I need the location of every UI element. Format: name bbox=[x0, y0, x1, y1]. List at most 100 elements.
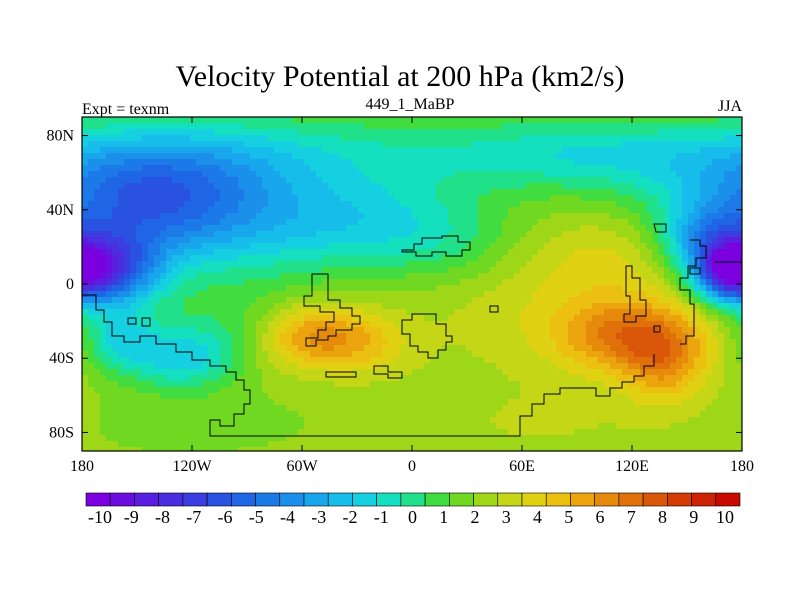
field-cell bbox=[196, 327, 203, 334]
field-cell bbox=[256, 339, 263, 346]
field-cell bbox=[736, 261, 742, 268]
field-cell bbox=[118, 201, 125, 208]
field-cell bbox=[598, 303, 605, 310]
field-cell bbox=[316, 279, 323, 286]
field-cell bbox=[568, 165, 575, 172]
field-cell bbox=[436, 345, 443, 352]
field-cell bbox=[352, 183, 359, 190]
field-cell bbox=[310, 267, 317, 274]
field-cell bbox=[424, 357, 431, 364]
field-cell bbox=[406, 231, 413, 238]
field-cell bbox=[496, 351, 503, 358]
field-cell bbox=[214, 285, 221, 292]
field-cell bbox=[574, 123, 581, 130]
field-cell bbox=[652, 237, 659, 244]
field-cell bbox=[544, 369, 551, 376]
field-cell bbox=[622, 201, 629, 208]
field-cell bbox=[514, 357, 521, 364]
field-cell bbox=[394, 171, 401, 178]
field-cell bbox=[286, 267, 293, 274]
field-cell bbox=[154, 129, 161, 136]
field-cell bbox=[394, 309, 401, 316]
field-cell bbox=[430, 135, 437, 142]
field-cell bbox=[100, 387, 107, 394]
field-cell bbox=[466, 315, 473, 322]
field-cell bbox=[304, 297, 311, 304]
field-cell bbox=[442, 189, 449, 196]
field-cell bbox=[598, 333, 605, 340]
field-cell bbox=[364, 285, 371, 292]
field-cell bbox=[646, 327, 653, 334]
field-cell bbox=[166, 177, 173, 184]
field-cell bbox=[640, 321, 647, 328]
field-cell bbox=[670, 237, 677, 244]
field-cell bbox=[526, 249, 533, 256]
field-cell bbox=[166, 333, 173, 340]
field-cell bbox=[466, 207, 473, 214]
field-cell bbox=[514, 129, 521, 136]
field-cell bbox=[262, 249, 269, 256]
field-cell bbox=[340, 375, 347, 382]
field-cell bbox=[118, 249, 125, 256]
field-cell bbox=[112, 171, 119, 178]
field-cell bbox=[232, 297, 239, 304]
field-cell bbox=[214, 255, 221, 262]
field-cell bbox=[628, 207, 635, 214]
field-cell bbox=[94, 237, 101, 244]
field-cell bbox=[574, 375, 581, 382]
field-cell bbox=[244, 321, 251, 328]
field-cell bbox=[352, 333, 359, 340]
field-cell bbox=[88, 219, 95, 226]
field-cell bbox=[700, 315, 707, 322]
field-cell bbox=[484, 207, 491, 214]
field-cell bbox=[604, 159, 611, 166]
field-cell bbox=[172, 225, 179, 232]
field-cell bbox=[430, 381, 437, 388]
field-cell bbox=[280, 363, 287, 370]
field-cell bbox=[562, 339, 569, 346]
field-cell bbox=[220, 135, 227, 142]
field-cell bbox=[418, 267, 425, 274]
field-cell bbox=[730, 261, 737, 268]
field-cell bbox=[106, 255, 113, 262]
field-cell bbox=[712, 153, 719, 160]
field-cell bbox=[262, 345, 269, 352]
field-cell bbox=[406, 117, 413, 124]
field-cell bbox=[382, 219, 389, 226]
field-cell bbox=[508, 375, 515, 382]
field-cell bbox=[190, 291, 197, 298]
field-cell bbox=[310, 135, 317, 142]
field-cell bbox=[622, 219, 629, 226]
field-cell bbox=[640, 351, 647, 358]
field-cell bbox=[496, 375, 503, 382]
field-cell bbox=[472, 153, 479, 160]
field-cell bbox=[538, 267, 545, 274]
field-cell bbox=[610, 117, 617, 124]
field-cell bbox=[292, 279, 299, 286]
field-cell bbox=[538, 237, 545, 244]
field-cell bbox=[208, 207, 215, 214]
field-cell bbox=[706, 123, 713, 130]
field-cell bbox=[526, 369, 533, 376]
field-cell bbox=[628, 321, 635, 328]
field-cell bbox=[604, 207, 611, 214]
field-cell bbox=[382, 183, 389, 190]
field-cell bbox=[196, 195, 203, 202]
field-cell bbox=[154, 273, 161, 280]
field-cell bbox=[280, 285, 287, 292]
field-cell bbox=[184, 165, 191, 172]
field-cell bbox=[226, 345, 233, 352]
field-cell bbox=[478, 333, 485, 340]
field-cell bbox=[358, 279, 365, 286]
field-cell bbox=[106, 333, 113, 340]
field-cell bbox=[292, 129, 299, 136]
field-cell bbox=[430, 201, 437, 208]
field-cell bbox=[490, 327, 497, 334]
field-cell bbox=[208, 279, 215, 286]
field-cell bbox=[208, 129, 215, 136]
field-cell bbox=[514, 297, 521, 304]
field-cell bbox=[448, 309, 455, 316]
field-cell bbox=[304, 165, 311, 172]
field-cell bbox=[652, 333, 659, 340]
field-cell bbox=[88, 207, 95, 214]
